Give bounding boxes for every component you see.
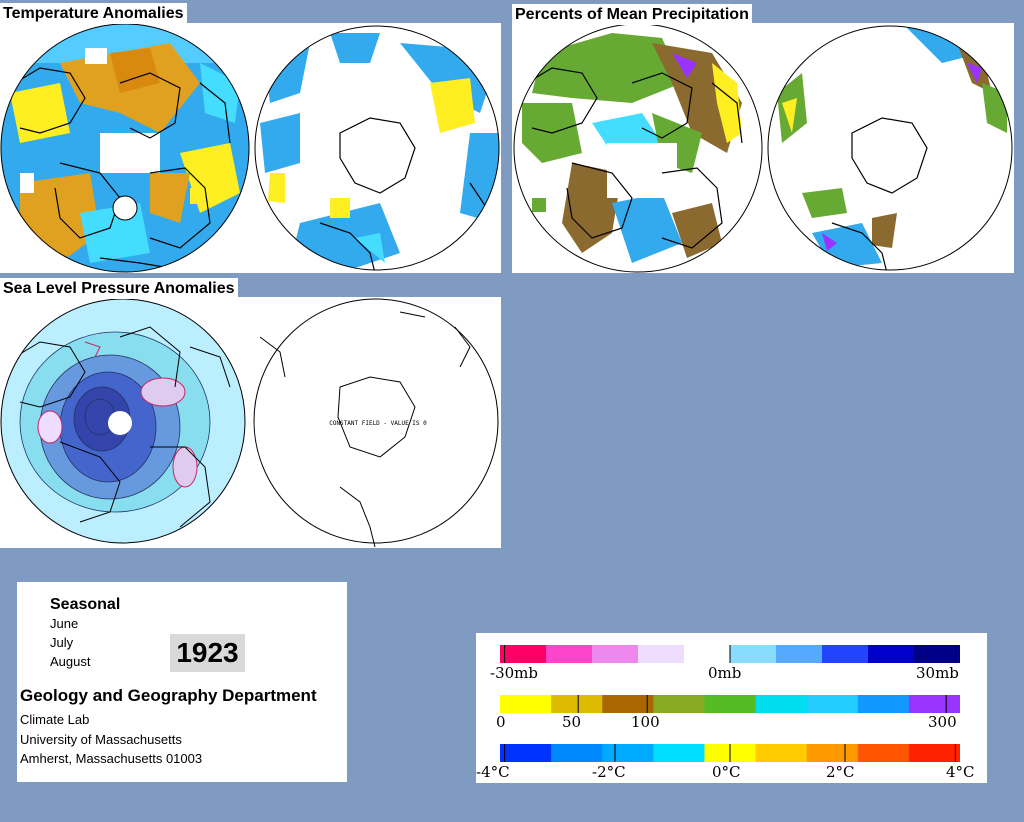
pressure-colorbar-swatch [730, 645, 777, 663]
precip-tick-100: 100 [631, 713, 660, 731]
precipitation-colorbar-swatch [857, 695, 910, 713]
info-box: Seasonal June July August 1923 Geology a… [17, 582, 347, 782]
precipitation-colorbar-swatch [755, 695, 808, 713]
precipitation-colorbar-swatch [653, 695, 705, 713]
pressure-colorbar-swatch [776, 645, 823, 663]
pressure-tick-min: -30mb [490, 664, 538, 682]
pressure-colorbar-swatch [684, 645, 731, 663]
pressure-northern-hemisphere [1, 299, 245, 543]
pressure-colorbar-swatch [822, 645, 869, 663]
temperature-colorbar-swatch [500, 744, 552, 762]
address: Amherst, Massachusetts 01003 [20, 751, 203, 766]
university-name: University of Massachusetts [20, 732, 182, 747]
pressure-colorbar-swatch [592, 645, 639, 663]
precipitation-colorbar-swatch [806, 695, 859, 713]
precip-tick-0: 0 [496, 713, 506, 731]
month-1: June [50, 616, 79, 631]
temperature-colorbar-swatch [551, 744, 603, 762]
temperature-colorbar-swatch [806, 744, 859, 762]
legend-box: -30mb 0mb 30mb 0 50 100 300 -4°C -2°C 0°… [476, 633, 987, 783]
precipitation-colorbar-swatch [908, 695, 960, 713]
temperature-colorbar-swatch [755, 744, 808, 762]
precip-tick-300: 300 [928, 713, 957, 731]
pressure-colorbar-swatch [638, 645, 685, 663]
precipitation-southern-hemisphere [768, 26, 1012, 270]
department-name: Geology and Geography Department [20, 686, 317, 705]
pressure-colorbar-swatch [868, 645, 915, 663]
temp-tick-minus2: -2°C [592, 763, 626, 781]
temperature-title: Temperature Anomalies [0, 3, 187, 24]
pressure-panel: CONSTANT FIELD - VALUE IS 0 [0, 297, 501, 548]
constant-field-note: CONSTANT FIELD - VALUE IS 0 [329, 420, 427, 427]
temperature-colorbar-swatch [908, 744, 960, 762]
precipitation-colorbar-swatch [551, 695, 603, 713]
lab-name: Climate Lab [20, 712, 90, 727]
precipitation-maps [513, 23, 1013, 273]
temperature-southern-hemisphere [255, 26, 499, 270]
temp-tick-2: 2°C [826, 763, 855, 781]
precipitation-colorbar-swatch [602, 695, 654, 713]
pressure-southern-hemisphere: CONSTANT FIELD - VALUE IS 0 [259, 311, 471, 548]
season-label: Seasonal [50, 596, 121, 613]
precipitation-title: Percents of Mean Precipitation [512, 4, 752, 25]
precip-tick-50: 50 [562, 713, 582, 731]
month-2: July [50, 635, 74, 650]
pressure-title: Sea Level Pressure Anomalies [0, 278, 238, 299]
temp-tick-0: 0°C [712, 763, 741, 781]
pressure-colorbar-swatch [500, 645, 547, 663]
pressure-colorbar [500, 645, 960, 663]
temp-tick-minus4: -4°C [476, 763, 510, 781]
temperature-colorbar-swatch [857, 744, 910, 762]
precipitation-northern-hemisphere [514, 24, 762, 272]
pressure-colorbar-swatch [914, 645, 960, 663]
pressure-tick-mid: 0mb [708, 664, 742, 682]
pressure-colorbar-swatch [546, 645, 593, 663]
precipitation-colorbar [500, 695, 960, 713]
precipitation-colorbar-swatch [500, 695, 552, 713]
temperature-colorbar [500, 744, 960, 762]
pressure-tick-max: 30mb [916, 664, 959, 682]
temperature-panel [0, 23, 501, 273]
precipitation-colorbar-swatch [704, 695, 757, 713]
temperature-colorbar-swatch [653, 744, 705, 762]
temp-tick-4: 4°C [946, 763, 975, 781]
temperature-maps [0, 23, 500, 273]
month-3: August [50, 654, 91, 669]
pressure-maps: CONSTANT FIELD - VALUE IS 0 [0, 298, 499, 548]
temperature-colorbar-swatch [602, 744, 654, 762]
year-label: 1923 [170, 634, 245, 672]
precipitation-panel [512, 23, 1014, 273]
